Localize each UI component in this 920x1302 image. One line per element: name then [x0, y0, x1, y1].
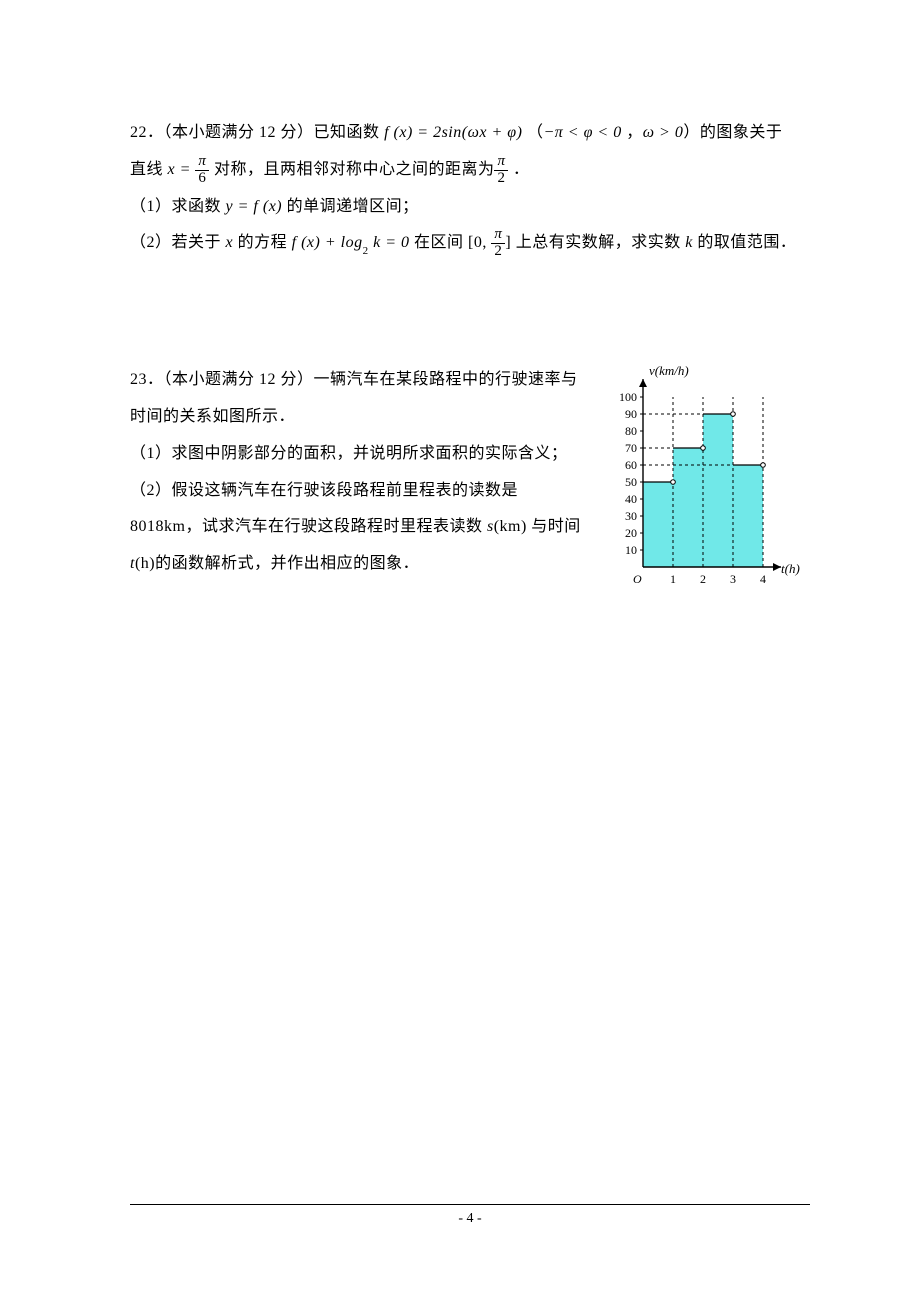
- q22-cond-sep: ，: [622, 124, 643, 141]
- q23-part2: （2）假设这辆汽车在行驶该段路程前里程表的读数是 8018km，试求汽车在行驶这…: [130, 473, 587, 583]
- q23-tu: (h): [135, 555, 155, 572]
- q23-line1: 23．（本小题满分 12 分）一辆汽车在某段路程中的行驶速率与时间的关系如图所示…: [130, 362, 587, 436]
- svg-text:3: 3: [730, 572, 736, 586]
- q22-cond-phi: −π < φ < 0: [543, 124, 621, 141]
- q22-k: k: [685, 234, 693, 251]
- q22-logbase: 2: [363, 245, 369, 257]
- q22-line2b: 对称，且两相邻对称中心之间的距离为: [209, 161, 494, 178]
- q22-p2c: 在区间: [410, 234, 469, 251]
- q22-intro-a: 已知函数: [314, 124, 385, 141]
- q22-p2eq-a: f (x) + log: [292, 234, 363, 251]
- q23-part1: （1）求图中阴影部分的面积，并说明所求面积的实际含义；: [130, 436, 587, 473]
- svg-text:70: 70: [625, 441, 637, 455]
- q23-su: (km): [494, 518, 527, 535]
- frac-num: π: [494, 154, 508, 170]
- q23-p2a: （2）假设这辆汽车在行驶该段路程前里程表的读数是 8018km，试求汽车在行驶这…: [130, 482, 518, 536]
- q23-label: 23．: [130, 371, 164, 388]
- q23-pts-suf: 分）: [276, 371, 314, 388]
- svg-text:30: 30: [625, 509, 637, 523]
- q22-p1a: （1）求函数: [130, 198, 226, 215]
- q22-p1b: 的单调递增区间；: [282, 198, 419, 215]
- svg-text:100: 100: [619, 390, 637, 404]
- frac-num: π: [195, 154, 209, 170]
- q22-part2: （2）若关于 x 的方程 f (x) + log2 k = 0 在区间 [0, …: [130, 225, 810, 262]
- q22-line2: 直线 x = π6 对称，且两相邻对称中心之间的距离为π2 ．: [130, 152, 810, 189]
- q22-points-suffix: 分）: [276, 124, 314, 141]
- q23-pts-pre: （本小题满分: [164, 371, 260, 388]
- velocity-chart: 10 20 30 40 50 60 70 80 90 100 1 2 3 4 Ov(km/h) t(h): [595, 362, 810, 602]
- svg-text:2: 2: [700, 572, 706, 586]
- svg-text:80: 80: [625, 424, 637, 438]
- svg-text:90: 90: [625, 407, 637, 421]
- svg-text:10: 10: [625, 543, 637, 557]
- question-23: 23．（本小题满分 12 分）一辆汽车在某段路程中的行驶速率与时间的关系如图所示…: [130, 362, 810, 602]
- frac-num: π: [491, 227, 505, 243]
- q23-p2mid: 与时间: [527, 518, 581, 535]
- q22-p2e: 的取值范围．: [693, 234, 797, 251]
- q23-s: s: [487, 518, 494, 535]
- q22-eq-lhs: x =: [168, 161, 196, 178]
- q22-frac-pi6: π6: [195, 154, 209, 187]
- q22-funcdef: f (x) = 2sin(ωx + φ): [384, 124, 522, 141]
- q23-text: 23．（本小题满分 12 分）一辆汽车在某段路程中的行驶速率与时间的关系如图所示…: [130, 362, 595, 583]
- question-22: 22．（本小题满分 12 分）已知函数 f (x) = 2sin(ωx + φ)…: [130, 115, 810, 262]
- chart-svg: 10 20 30 40 50 60 70 80 90 100 1 2 3 4 Ov(km/h) t(h): [595, 362, 810, 597]
- q22-points-prefix: （本小题满分: [164, 124, 260, 141]
- q22-cond-open: （: [527, 124, 544, 141]
- q22-cond-close: ）: [683, 124, 700, 141]
- svg-text:40: 40: [625, 492, 637, 506]
- svg-text:4: 4: [760, 572, 766, 586]
- q22-line1: 22．（本小题满分 12 分）已知函数 f (x) = 2sin(ωx + φ)…: [130, 115, 810, 152]
- svg-text:t(h): t(h): [781, 561, 800, 576]
- svg-text:20: 20: [625, 526, 637, 540]
- q22-p2b: 的方程: [233, 234, 292, 251]
- q22-cond-omega: ω > 0: [643, 124, 684, 141]
- q22-p2d: 上总有实数解，求实数: [511, 234, 685, 251]
- q22-frac-pi2: π2: [494, 154, 508, 187]
- svg-text:O: O: [633, 572, 642, 586]
- q22-part1: （1）求函数 y = f (x) 的单调递增区间；: [130, 189, 810, 226]
- frac-den: 2: [491, 243, 505, 260]
- q22-label: 22．: [130, 124, 164, 141]
- svg-text:v(km/h): v(km/h): [649, 363, 689, 378]
- page-footer: - 4 -: [130, 1204, 810, 1227]
- q22-frac-int: π2: [491, 227, 505, 260]
- page-number: - 4 -: [458, 1211, 481, 1226]
- q23-p2end: 的函数解析式，并作出相应的图象．: [155, 555, 419, 572]
- svg-text:1: 1: [670, 572, 676, 586]
- frac-den: 6: [195, 170, 209, 187]
- svg-text:60: 60: [625, 458, 637, 472]
- q22-p2-x: x: [226, 234, 234, 251]
- q22-p2eq-b: k = 0: [369, 234, 410, 251]
- q22-intro-b: 的图象关于: [700, 124, 783, 141]
- frac-den: 2: [494, 170, 508, 187]
- q22-line2a: 直线: [130, 161, 168, 178]
- q22-p1eq: y = f (x): [226, 198, 283, 215]
- svg-text:50: 50: [625, 475, 637, 489]
- q22-p2a: （2）若关于: [130, 234, 226, 251]
- q23-pts: 12: [259, 371, 276, 388]
- q22-int-l: [0,: [468, 234, 491, 251]
- q22-points: 12: [259, 124, 276, 141]
- q22-line2end: ．: [508, 161, 529, 178]
